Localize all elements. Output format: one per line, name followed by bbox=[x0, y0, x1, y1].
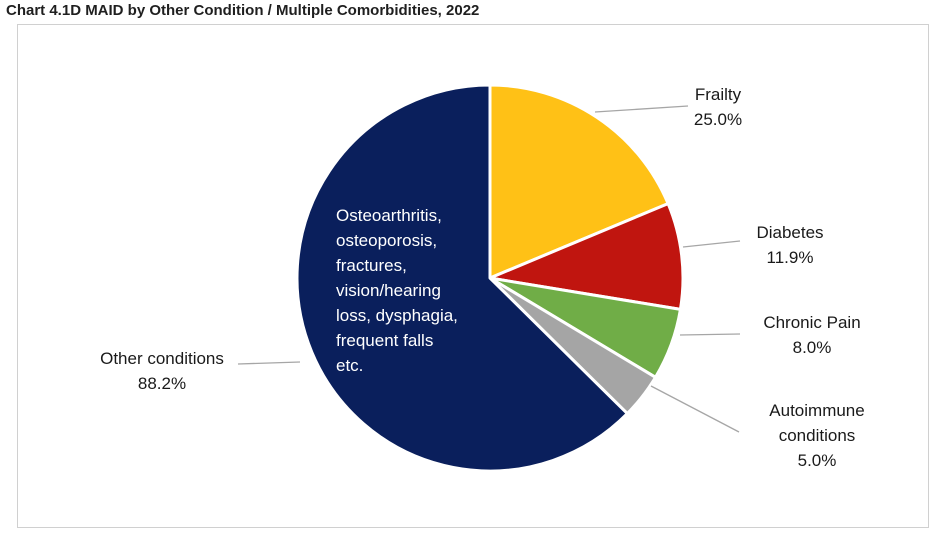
chart-title: Chart 4.1D MAID by Other Condition / Mul… bbox=[6, 2, 480, 19]
data-label-autoimmune-conditions: Autoimmune conditions 5.0% bbox=[769, 401, 864, 470]
data-label-other-conditions: Other conditions 88.2% bbox=[100, 349, 224, 393]
other-conditions-annotation: Osteoarthritis, osteoporosis, fractures, vi… bbox=[336, 206, 458, 375]
leader-line bbox=[682, 240, 741, 248]
data-label-chronic-pain: Chronic Pain 8.0% bbox=[763, 313, 860, 357]
data-label-frailty: Frailty 25.0% bbox=[694, 85, 742, 129]
pie-slices bbox=[295, 83, 685, 473]
leader-line bbox=[650, 385, 740, 433]
slice-other-conditions bbox=[295, 83, 629, 473]
data-labels: Frailty 25.0% Diabetes 11.9% Chronic Pain 8.0… bbox=[100, 85, 865, 470]
slice-frailty bbox=[488, 83, 670, 280]
leader-line bbox=[679, 333, 741, 336]
leader-lines bbox=[237, 105, 741, 433]
leader-line bbox=[237, 361, 301, 365]
data-label-diabetes: Diabetes 11.9% bbox=[756, 223, 823, 267]
leader-line bbox=[594, 105, 689, 113]
slice-diabetes bbox=[488, 202, 685, 311]
